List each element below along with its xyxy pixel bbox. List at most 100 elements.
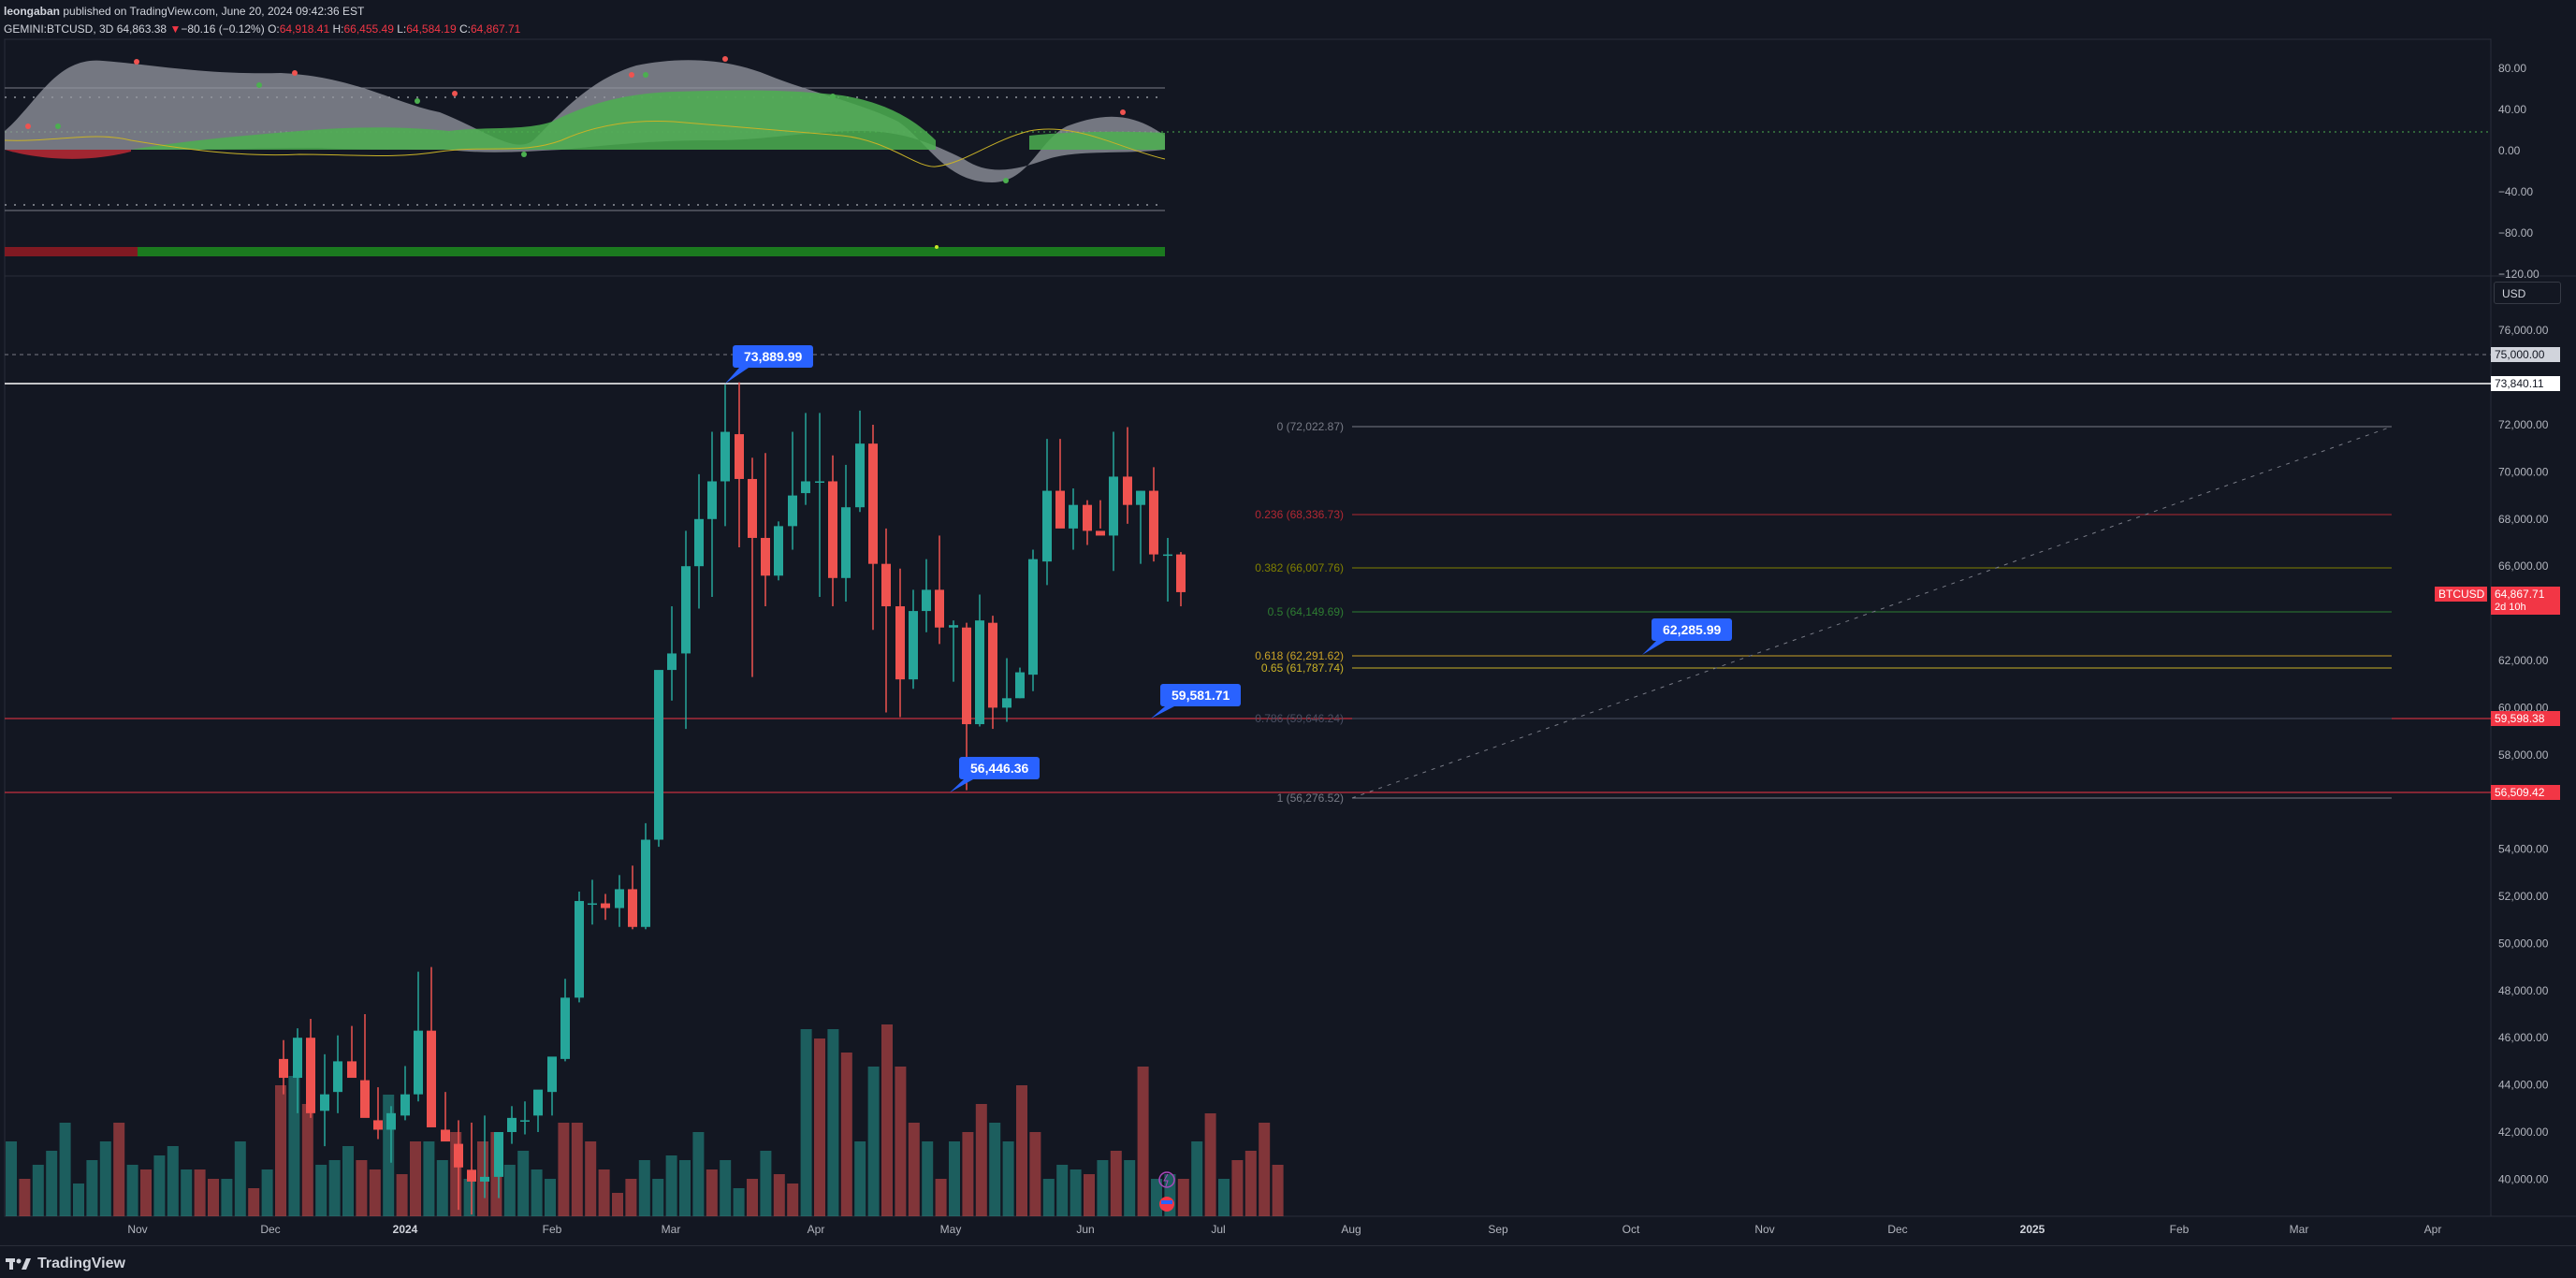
- candle: [1028, 549, 1038, 691]
- candle-body: [588, 903, 597, 906]
- osc-signal-dot: [521, 152, 527, 157]
- fib-label-0618: 0.618 (62,291.62): [1255, 649, 1344, 662]
- price-axis-label: 52,000.00: [2498, 890, 2549, 903]
- candle-body: [949, 625, 958, 628]
- volume-bar: [221, 1179, 233, 1216]
- candle: [881, 528, 891, 713]
- candle-body: [855, 443, 865, 508]
- time-axis-label: Mar: [662, 1223, 681, 1236]
- time-axis-label: Dec: [260, 1223, 280, 1236]
- candle-body: [1083, 504, 1092, 531]
- volume-bar: [383, 1095, 395, 1216]
- osc-axis-label: −40.00: [2498, 185, 2533, 198]
- osc-strip-green: [138, 247, 1165, 256]
- candle-body: [868, 443, 878, 564]
- candle: [654, 670, 663, 848]
- osc-red-band: [5, 150, 131, 159]
- volume-bar: [1042, 1179, 1055, 1216]
- candle-body: [454, 1143, 463, 1168]
- callout-support[interactable]: 59,581.71: [1160, 684, 1242, 706]
- candle-body: [467, 1169, 476, 1182]
- osc-signal-line: [4, 121, 1166, 167]
- volume-bar: [1218, 1179, 1230, 1216]
- candle: [1163, 537, 1172, 602]
- volume-bar: [895, 1067, 907, 1216]
- candle-body: [547, 1056, 557, 1093]
- volume-bar: [1137, 1067, 1149, 1216]
- callout-high[interactable]: 73,889.99: [733, 345, 814, 368]
- volume-bar: [140, 1169, 152, 1216]
- candle: [575, 891, 584, 1003]
- currency-selector[interactable]: USD: [2494, 282, 2561, 304]
- candle: [1176, 552, 1186, 607]
- candle-body: [386, 1112, 396, 1130]
- candle-body: [801, 481, 810, 494]
- low-label: L:: [397, 22, 407, 36]
- candle-body: [707, 481, 717, 519]
- candle: [615, 875, 624, 927]
- callout-62285[interactable]: 62,285.99: [1652, 618, 1733, 641]
- volume-bar: [867, 1067, 880, 1216]
- volume-bar: [463, 1179, 475, 1216]
- candle-body: [615, 889, 624, 908]
- last-price: 64,863.38: [116, 22, 167, 36]
- price-axis-label: 60,000.00: [2498, 701, 2549, 714]
- candle: [707, 431, 717, 597]
- volume-bar: [301, 1104, 313, 1216]
- candle: [333, 1035, 342, 1113]
- volume-bar: [692, 1132, 705, 1216]
- volume-bar: [342, 1146, 354, 1216]
- candle-body: [1015, 672, 1025, 699]
- callout-low[interactable]: 56,446.36: [959, 757, 1041, 779]
- volume-bar: [935, 1179, 947, 1216]
- candle-body: [293, 1038, 302, 1079]
- osc-signal-dot: [292, 70, 298, 76]
- candle-body: [774, 526, 783, 576]
- fib-label-0786: 0.786 (59,646.24): [1255, 712, 1344, 725]
- time-axis-label: Nov: [1754, 1223, 1774, 1236]
- candle-body: [895, 606, 905, 680]
- candle-body: [1109, 476, 1118, 536]
- symbol-line: GEMINI:BTCUSD, 3D 64,863.38 ▼−80.16 (−0.…: [4, 21, 520, 38]
- author-name[interactable]: leongaban: [4, 5, 61, 18]
- candle-body: [306, 1038, 315, 1113]
- osc-signal-dot: [643, 72, 648, 78]
- volume-bar: [571, 1123, 583, 1216]
- fib-label-0236: 0.236 (68,336.73): [1255, 508, 1344, 521]
- candle: [868, 425, 878, 631]
- volume-bar: [315, 1165, 327, 1216]
- osc-signal-dot: [1003, 178, 1009, 183]
- candle-body: [494, 1132, 503, 1177]
- osc-axis-label: −120.00: [2498, 268, 2540, 281]
- price-axis-label: 66,000.00: [2498, 559, 2549, 573]
- tradingview-logo[interactable]: TradingView: [6, 1256, 125, 1272]
- osc-signal-dot: [256, 82, 262, 88]
- fib-label-0: 0 (72,022.87): [1276, 420, 1344, 433]
- brand-name: TradingView: [37, 1256, 125, 1271]
- volume-bar: [1124, 1160, 1136, 1216]
- time-axis-label: 2024: [393, 1223, 418, 1236]
- candle: [975, 594, 984, 727]
- volume-bar: [854, 1141, 866, 1216]
- price-axis-label: 54,000.00: [2498, 843, 2549, 856]
- symbol-name[interactable]: GEMINI:BTCUSD, 3D: [4, 22, 114, 36]
- volume-bar: [1151, 1179, 1162, 1216]
- fib-label-05: 0.5 (64,149.69): [1267, 605, 1344, 618]
- volume-bar: [194, 1169, 206, 1216]
- osc-green-band: [131, 90, 936, 150]
- osc-signal-dot: [830, 94, 836, 99]
- volume-bar: [126, 1165, 138, 1216]
- close-value: 64,867.71: [470, 22, 521, 36]
- high-value: 66,455.49: [343, 22, 394, 36]
- volume-bar: [328, 1160, 341, 1216]
- volume-bar: [787, 1184, 799, 1216]
- time-axis-label: Feb: [2170, 1223, 2190, 1236]
- candle: [949, 620, 958, 682]
- price-tag-75000: 75,000.00: [2491, 347, 2560, 362]
- price-axis-label: 76,000.00: [2498, 324, 2549, 337]
- volume-bar: [652, 1179, 664, 1216]
- candle: [855, 410, 865, 513]
- candle: [520, 1101, 530, 1135]
